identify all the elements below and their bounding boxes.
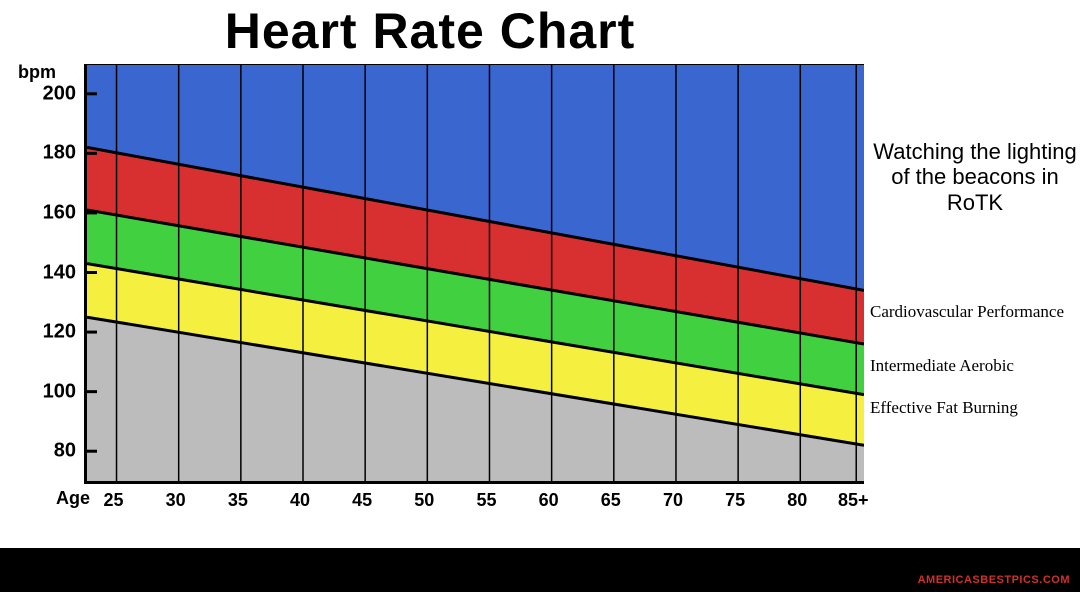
x-axis-labels: 25303540455055606570758085+ xyxy=(84,488,864,518)
x-tick-label: 60 xyxy=(539,490,559,511)
chart-title: Heart Rate Chart xyxy=(0,2,860,60)
chart-svg xyxy=(87,64,864,481)
legend-fatburn: Effective Fat Burning xyxy=(870,398,1080,418)
legend: Watching the lighting of the beacons in … xyxy=(870,64,1080,484)
x-tick-label: 80 xyxy=(787,490,807,511)
x-tick-label: 25 xyxy=(104,490,124,511)
y-axis-labels: 80 100 120 140 160 180 200 xyxy=(38,64,80,484)
chart-plot xyxy=(84,64,864,484)
x-tick-label: 35 xyxy=(228,490,248,511)
watermark-text: AMERICASBESTPICS.COM xyxy=(918,574,1070,586)
y-tick-label: 160 xyxy=(43,201,76,224)
x-tick-label: 55 xyxy=(476,490,496,511)
footer-bar: AMERICASBESTPICS.COM xyxy=(0,548,1080,592)
y-tick-label: 180 xyxy=(43,142,76,165)
legend-cardio: Cardiovascular Performance xyxy=(870,302,1080,322)
x-tick-label: 40 xyxy=(290,490,310,511)
x-tick-label: 85+ xyxy=(838,490,869,511)
legend-beacons: Watching the lighting of the beacons in … xyxy=(870,139,1080,215)
y-tick-label: 120 xyxy=(43,321,76,344)
chart-area: bpm 80100120140160180200 Age 25303540455… xyxy=(38,64,1058,484)
x-tick-label: 75 xyxy=(725,490,745,511)
page-root: Heart Rate Chart bpm 8010012014016018020… xyxy=(0,0,1080,592)
legend-aerobic: Intermediate Aerobic xyxy=(870,356,1080,376)
y-tick-label: 80 xyxy=(54,440,76,463)
x-tick-label: 65 xyxy=(601,490,621,511)
x-tick-label: 70 xyxy=(663,490,683,511)
x-tick-label: 45 xyxy=(352,490,372,511)
x-tick-label: 30 xyxy=(166,490,186,511)
x-tick-label: 50 xyxy=(414,490,434,511)
y-tick-label: 200 xyxy=(43,82,76,105)
y-tick-label: 140 xyxy=(43,261,76,284)
y-tick-label: 100 xyxy=(43,380,76,403)
